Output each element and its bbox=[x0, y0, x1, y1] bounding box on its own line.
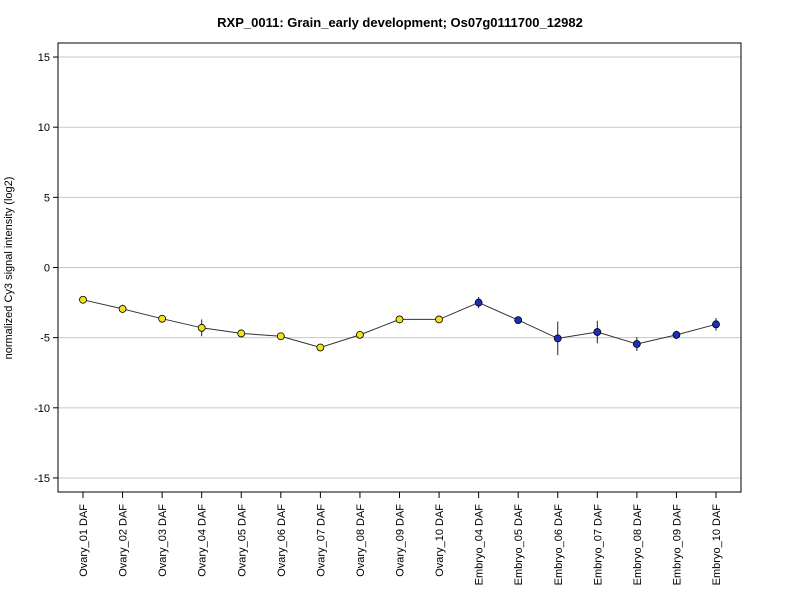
data-point bbox=[395, 315, 404, 324]
data-point bbox=[514, 316, 523, 325]
data-point bbox=[712, 320, 720, 329]
x-tick-label: Ovary_05 DAF bbox=[236, 504, 248, 577]
data-point bbox=[435, 315, 443, 324]
grid bbox=[58, 56, 741, 479]
data-point bbox=[672, 330, 681, 339]
data-point bbox=[276, 332, 285, 341]
x-tick-label: Ovary_03 DAF bbox=[157, 504, 169, 577]
data-point bbox=[118, 304, 127, 313]
data-point bbox=[197, 323, 206, 332]
error-bars bbox=[82, 296, 717, 356]
x-tick-label: Embryo_10 DAF bbox=[711, 504, 723, 586]
x-tick-label: Ovary_02 DAF bbox=[118, 504, 130, 577]
data-point bbox=[316, 343, 325, 352]
data-points bbox=[79, 295, 720, 352]
x-tick-label: Ovary_10 DAF bbox=[434, 504, 446, 577]
data-point bbox=[593, 328, 602, 336]
data-point bbox=[632, 340, 641, 348]
x-tick-label: Embryo_08 DAF bbox=[632, 504, 644, 586]
x-tick-label: Ovary_08 DAF bbox=[355, 504, 367, 577]
data-point bbox=[474, 298, 483, 307]
data-point bbox=[553, 334, 562, 343]
x-tick-label: Ovary_07 DAF bbox=[315, 504, 327, 577]
x-tick-label: Ovary_01 DAF bbox=[78, 504, 90, 577]
x-tick-label: Embryo_04 DAF bbox=[474, 504, 486, 586]
data-point bbox=[237, 329, 246, 338]
y-tick-label: 0 bbox=[44, 263, 50, 275]
x-tick-label: Embryo_07 DAF bbox=[592, 504, 604, 586]
data-point bbox=[158, 314, 167, 323]
x-tick-label: Ovary_04 DAF bbox=[197, 504, 209, 577]
y-tick-label: 5 bbox=[44, 192, 50, 204]
x-tick-label: Ovary_06 DAF bbox=[276, 504, 288, 577]
x-tick-label: Embryo_09 DAF bbox=[671, 504, 683, 586]
y-tick-label: -5 bbox=[40, 333, 50, 345]
data-point bbox=[356, 330, 364, 339]
x-axis: Ovary_01 DAF Ovary_02 DAF Ovary_03 DAF Ovar… bbox=[78, 492, 723, 585]
y-axis: -15 -10 -5 0 5 10 15 bbox=[34, 52, 58, 485]
data-point bbox=[79, 295, 87, 304]
y-tick-label: 10 bbox=[38, 122, 50, 134]
y-tick-label: -15 bbox=[34, 473, 50, 485]
y-tick-label: -10 bbox=[34, 403, 50, 415]
chart-title: RXP_0011: Grain_early development; Os07g… bbox=[217, 15, 583, 30]
series-line bbox=[82, 299, 717, 349]
y-axis-label: normalized Cy3 signal intensity (log2) bbox=[3, 177, 15, 360]
x-tick-label: Embryo_06 DAF bbox=[553, 504, 565, 586]
x-tick-label: Embryo_05 DAF bbox=[513, 504, 525, 586]
y-tick-label: 15 bbox=[38, 52, 50, 64]
x-tick-label: Ovary_09 DAF bbox=[395, 504, 407, 577]
